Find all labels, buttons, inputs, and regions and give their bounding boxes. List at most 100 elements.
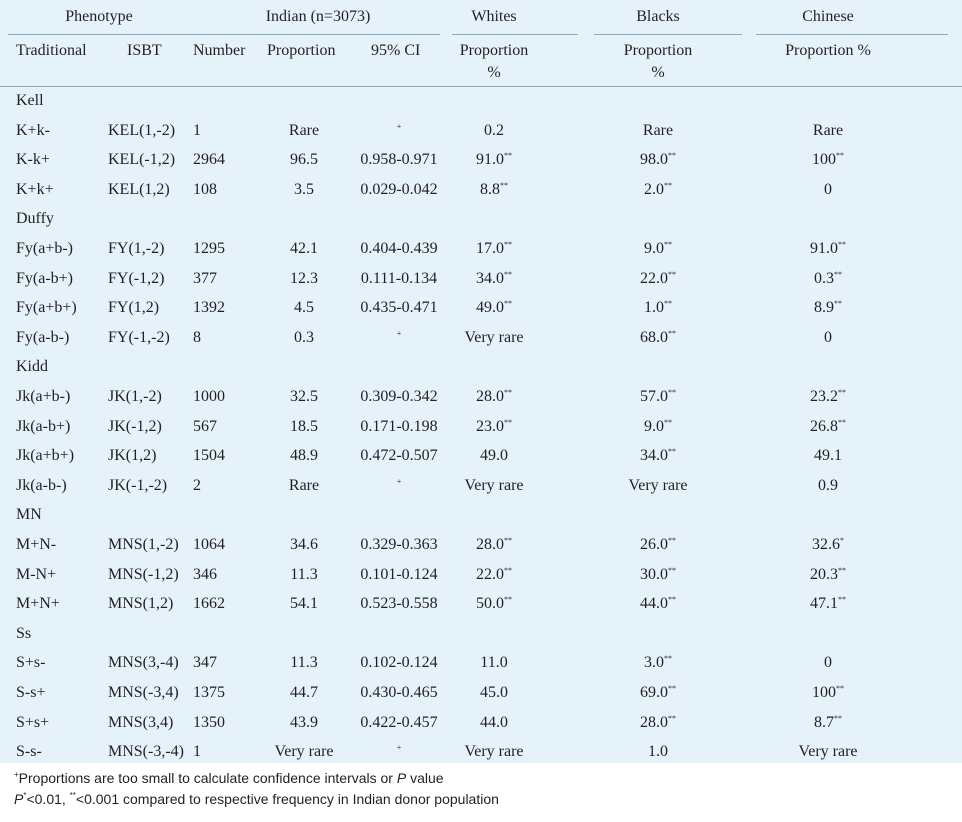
- cell-traditional: K+k+: [16, 181, 54, 199]
- cell-value: 0.171-0.198: [360, 418, 438, 435]
- cell-value: Fy(a-b-): [16, 329, 70, 346]
- cell-proportion: 4.5: [294, 299, 314, 317]
- cell-value: 567: [193, 418, 217, 435]
- cell-proportion: 3.5: [294, 181, 314, 199]
- significance-marker: **: [664, 418, 672, 427]
- cell-number: 1662: [193, 595, 225, 613]
- cell-proportion: 48.9: [290, 447, 318, 465]
- cell-number: 347: [193, 654, 217, 672]
- cell-isbt: JK(1,2): [108, 447, 156, 465]
- cell-value: 44.7: [290, 684, 318, 701]
- cell-value: 1064: [193, 536, 225, 553]
- cell-value: KEL(-1,2): [108, 151, 176, 168]
- cell-value: 0.430-0.465: [360, 684, 438, 701]
- cell-value: 2964: [193, 151, 225, 168]
- cell-value: 0.958-0.971: [360, 151, 438, 168]
- cell-whites: 0.2: [484, 122, 504, 140]
- cell-whites: 45.0: [480, 684, 508, 702]
- cell-whites: Very rare: [464, 477, 523, 495]
- cell-proportion: Rare: [289, 122, 319, 140]
- cell-value: 2: [193, 477, 201, 494]
- section-label: Kell: [16, 92, 44, 109]
- cell-value: 0.029-0.042: [360, 181, 438, 198]
- significance-marker: **: [668, 270, 676, 279]
- cell-value: MNS(1,-2): [108, 536, 179, 553]
- cell-proportion: Rare: [289, 477, 319, 495]
- cell-value: 0.3: [814, 270, 834, 287]
- cell-value: 100: [812, 151, 836, 168]
- cell-traditional: Fy(a-b-): [16, 329, 69, 347]
- cell-number: 2964: [193, 151, 225, 169]
- cell-value: 28.0: [640, 714, 668, 731]
- significance-marker: **: [834, 714, 842, 723]
- significance-marker: **: [838, 418, 846, 427]
- cell-ci: 0.523-0.558: [360, 595, 437, 613]
- cell-value: 17.0: [476, 240, 504, 257]
- significance-marker: **: [504, 388, 512, 397]
- cell-value: 1662: [193, 595, 225, 612]
- cell-number: 1000: [193, 388, 225, 406]
- subheader-whites-proportion: Proportion: [459, 42, 529, 59]
- cell-proportion: 34.6: [290, 536, 318, 554]
- cell-number: 346: [193, 566, 217, 584]
- significance-marker: **: [668, 536, 676, 545]
- cell-whites: 49.0**: [476, 299, 512, 317]
- cell-chinese: 0: [824, 329, 832, 347]
- cell-number: 1: [193, 122, 201, 140]
- cell-whites: 91.0**: [476, 151, 512, 169]
- cell-value: 48.9: [290, 447, 318, 464]
- cell-value: 1295: [193, 240, 225, 257]
- cell-blacks: 34.0**: [640, 447, 676, 465]
- cell-value: 0: [824, 329, 832, 346]
- cell-isbt: JK(-1,2): [108, 418, 162, 436]
- cell-value: K-k+: [16, 151, 50, 168]
- cell-value: 9.0: [644, 240, 664, 257]
- data-table: Phenotype Indian (n=3073) Whites Blacks …: [0, 0, 962, 763]
- cell-traditional: Fy(a-b+): [16, 270, 73, 288]
- cell-whites: 49.0: [480, 447, 508, 465]
- cell-value: 34.6: [290, 536, 318, 553]
- cell-whites: 44.0: [480, 714, 508, 732]
- cell-ci: +: [397, 329, 402, 347]
- cell-value: 32.6: [812, 536, 840, 553]
- cell-value: Rare: [642, 122, 674, 139]
- cell-value: JK(1,2): [108, 447, 157, 464]
- subheader-isbt: ISBT: [127, 42, 162, 59]
- cell-traditional: M-N+: [16, 566, 56, 584]
- cell-blacks: 44.0**: [640, 595, 676, 613]
- subheader-number: Number: [193, 42, 246, 59]
- cell-ci: 0.101-0.124: [360, 566, 437, 584]
- cell-number: 1392: [193, 299, 225, 317]
- cell-whites: 34.0**: [476, 270, 512, 288]
- subheader-chinese-proportion: Proportion %: [785, 42, 871, 59]
- subheader-proportion: Proportion: [267, 42, 336, 59]
- cell-proportion: 54.1: [290, 595, 318, 613]
- significance-marker: **: [834, 270, 842, 279]
- cell-value: 44.0: [640, 595, 668, 612]
- significance-marker: **: [668, 566, 676, 575]
- cell-blacks: 1.0**: [644, 299, 672, 317]
- cell-traditional: Fy(a+b+): [16, 299, 77, 317]
- significance-marker: **: [668, 329, 676, 338]
- cell-whites: 11.0: [480, 654, 507, 672]
- cell-value: 1504: [193, 447, 225, 464]
- cell-traditional: K-k+: [16, 151, 50, 169]
- significance-marker: **: [668, 595, 676, 604]
- cell-value: Very rare: [274, 743, 334, 760]
- cell-chinese: 0.3**: [814, 270, 842, 288]
- cell-number: 1504: [193, 447, 225, 465]
- cell-number: 567: [193, 418, 217, 436]
- significance-marker: **: [668, 714, 676, 723]
- cell-value: FY(-1,-2): [108, 329, 170, 346]
- cell-value: 49.0: [480, 447, 508, 464]
- cell-whites: 50.0**: [476, 595, 512, 613]
- cell-value: 34.0: [640, 447, 668, 464]
- footnote-sig-marker-1: *: [23, 791, 27, 800]
- cell-value: 0: [824, 654, 832, 671]
- cell-value: Rare: [288, 477, 320, 494]
- cell-blacks: 57.0**: [640, 388, 676, 406]
- header-phenotype: Phenotype: [65, 8, 133, 25]
- cell-value: Very rare: [464, 743, 524, 760]
- cell-value: M-N+: [16, 566, 57, 583]
